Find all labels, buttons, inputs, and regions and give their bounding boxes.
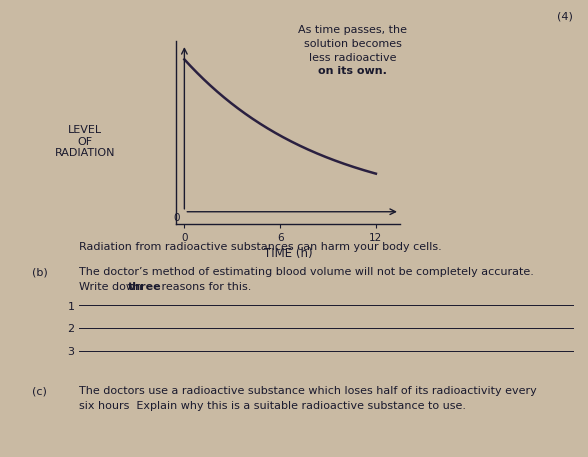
Text: 1: 1 (68, 302, 75, 312)
Text: 3: 3 (68, 347, 75, 357)
Text: As time passes, the: As time passes, the (298, 25, 407, 35)
X-axis label: TIME (h): TIME (h) (264, 247, 312, 260)
Text: Radiation from radioactive substances can harm your body cells.: Radiation from radioactive substances ca… (79, 242, 442, 252)
Text: three: three (128, 282, 162, 292)
Text: six hours  Explain why this is a suitable radioactive substance to use.: six hours Explain why this is a suitable… (79, 401, 466, 411)
Text: The doctor’s method of estimating blood volume will not be completely accurate.: The doctor’s method of estimating blood … (79, 267, 534, 277)
Text: reasons for this.: reasons for this. (158, 282, 251, 292)
Text: (c): (c) (32, 386, 47, 396)
Text: LEVEL
OF
RADIATION: LEVEL OF RADIATION (55, 125, 115, 158)
Text: less radioactive: less radioactive (309, 53, 396, 63)
Text: (4): (4) (557, 11, 573, 21)
Text: solution becomes: solution becomes (304, 39, 402, 49)
Text: on its own.: on its own. (318, 66, 387, 76)
Text: 2: 2 (68, 324, 75, 335)
Text: 0: 0 (173, 213, 180, 223)
Text: Write down: Write down (79, 282, 146, 292)
Text: The doctors use a radioactive substance which loses half of its radioactivity ev: The doctors use a radioactive substance … (79, 386, 537, 396)
Text: (b): (b) (32, 267, 48, 277)
